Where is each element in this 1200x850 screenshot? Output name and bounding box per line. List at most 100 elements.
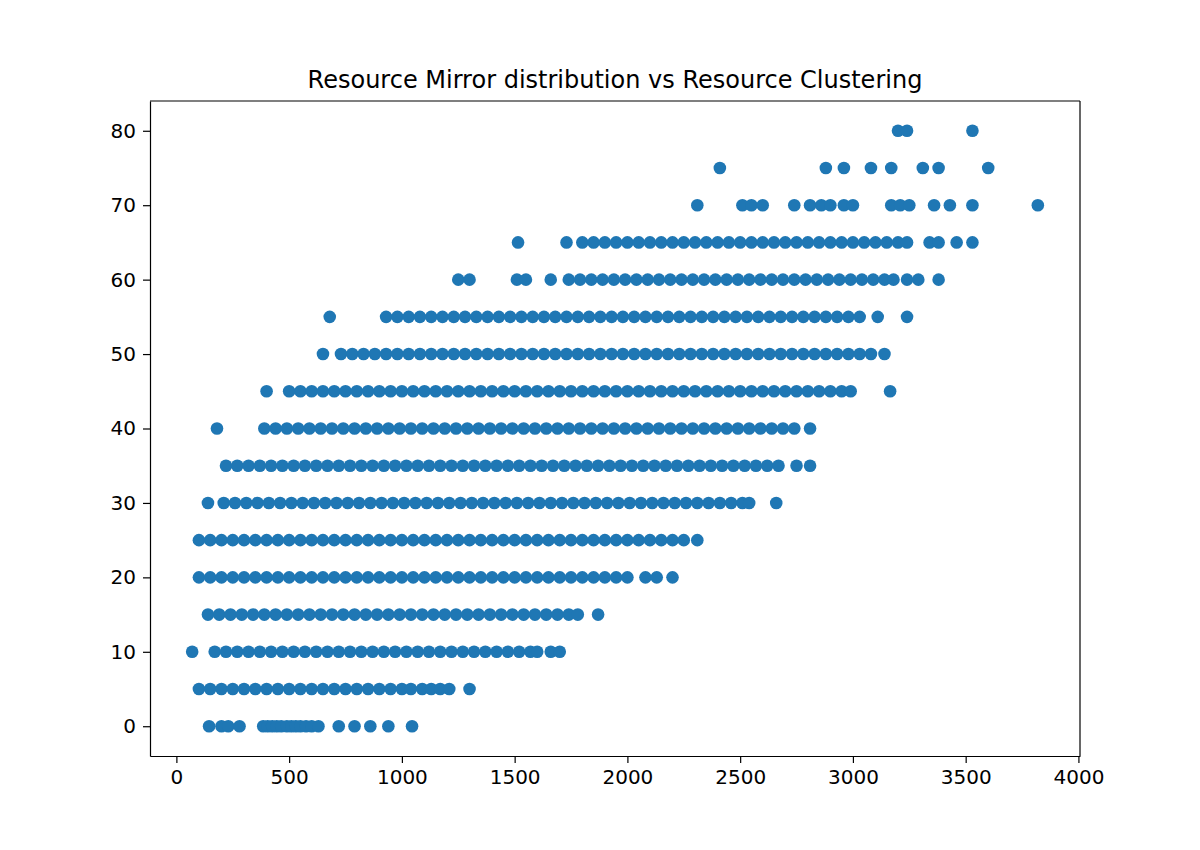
point <box>238 534 251 547</box>
tick-label: 70 <box>111 193 136 217</box>
point <box>215 683 228 696</box>
point <box>396 385 409 398</box>
point <box>512 236 525 249</box>
point <box>594 311 607 324</box>
point <box>797 348 810 361</box>
point <box>389 459 402 472</box>
point <box>723 236 736 249</box>
point <box>734 236 747 249</box>
point <box>666 236 679 249</box>
point <box>698 422 711 435</box>
point <box>364 720 377 733</box>
point <box>337 608 350 621</box>
point <box>429 385 442 398</box>
point <box>461 608 474 621</box>
point <box>502 459 515 472</box>
point <box>617 348 630 361</box>
point <box>614 459 627 472</box>
point <box>565 385 578 398</box>
tick: 10 <box>111 640 150 664</box>
point <box>429 571 442 584</box>
point <box>328 385 341 398</box>
point <box>587 236 600 249</box>
point <box>418 385 431 398</box>
point <box>362 571 375 584</box>
point <box>705 459 718 472</box>
point <box>384 385 397 398</box>
point <box>666 385 679 398</box>
point <box>639 571 652 584</box>
point <box>788 199 801 212</box>
point <box>790 459 803 472</box>
point <box>641 422 654 435</box>
point <box>650 571 663 584</box>
point <box>468 645 481 658</box>
point <box>441 571 454 584</box>
point <box>332 645 345 658</box>
point <box>700 236 713 249</box>
point <box>269 608 282 621</box>
point <box>743 273 756 286</box>
point <box>233 720 246 733</box>
point <box>540 608 553 621</box>
point <box>729 311 742 324</box>
point <box>432 497 445 510</box>
tick-label: 1000 <box>377 765 428 789</box>
point <box>802 385 815 398</box>
point <box>756 199 769 212</box>
point <box>982 162 995 175</box>
point <box>409 497 422 510</box>
point <box>224 608 237 621</box>
point <box>260 683 273 696</box>
point <box>838 162 851 175</box>
point <box>317 348 330 361</box>
point <box>486 571 499 584</box>
tick-label: 4000 <box>1053 765 1104 789</box>
point <box>756 236 769 249</box>
point <box>684 348 697 361</box>
tick: 2500 <box>715 756 766 789</box>
point <box>468 459 481 472</box>
point <box>768 385 781 398</box>
point <box>542 571 555 584</box>
plot-area: 0500100015002000250030003500400001020304… <box>111 101 1105 789</box>
point <box>258 422 271 435</box>
point <box>371 608 384 621</box>
point <box>497 534 510 547</box>
tick-mark <box>176 756 177 763</box>
point <box>378 645 391 658</box>
point <box>513 459 526 472</box>
point <box>835 236 848 249</box>
point <box>932 236 945 249</box>
point <box>650 348 663 361</box>
tick-mark <box>143 428 150 429</box>
point <box>396 571 409 584</box>
point <box>497 385 510 398</box>
point <box>299 645 312 658</box>
point <box>371 422 384 435</box>
point <box>551 608 564 621</box>
point <box>576 571 589 584</box>
point <box>463 571 476 584</box>
point <box>360 608 373 621</box>
point <box>901 311 914 324</box>
tick: 50 <box>111 342 150 366</box>
point <box>296 497 309 510</box>
point <box>599 236 612 249</box>
point <box>632 236 645 249</box>
point <box>754 422 767 435</box>
point <box>508 385 521 398</box>
point <box>538 311 551 324</box>
point <box>585 273 598 286</box>
point <box>621 385 634 398</box>
point <box>441 385 454 398</box>
point <box>844 385 857 398</box>
point <box>763 311 776 324</box>
point <box>691 534 704 547</box>
point <box>531 385 544 398</box>
point <box>339 683 352 696</box>
tick-mark <box>515 756 516 763</box>
tick-label: 3500 <box>941 765 992 789</box>
point <box>578 497 591 510</box>
point <box>384 571 397 584</box>
